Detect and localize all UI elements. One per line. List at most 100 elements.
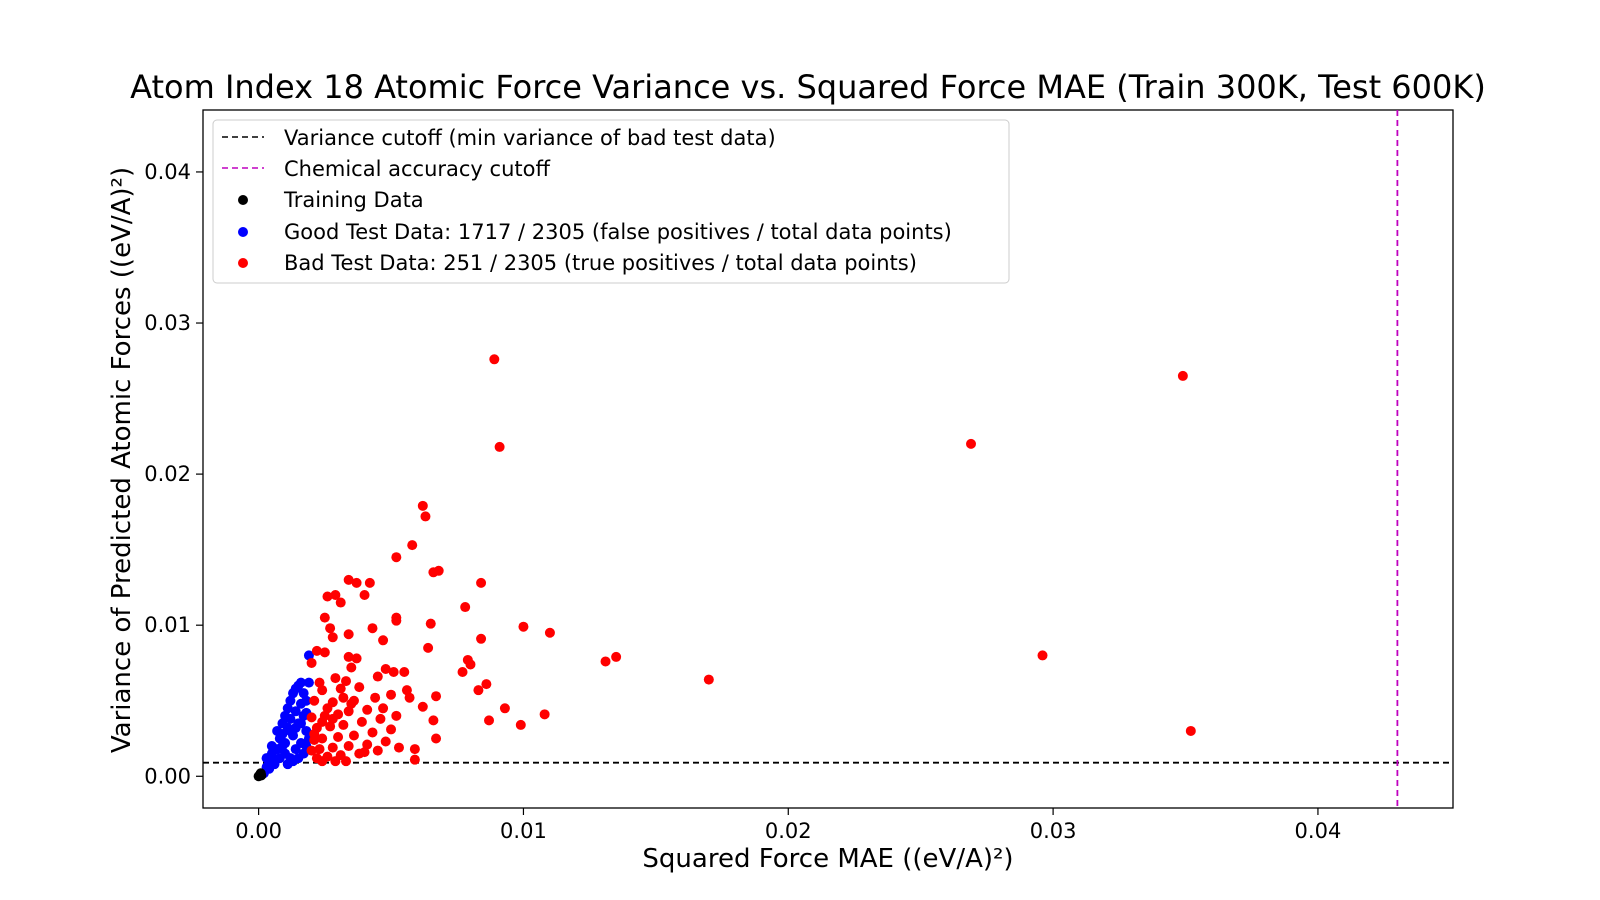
legend-label-bad-test-data: Bad Test Data: 251 / 2305 (true positive… [284,251,917,275]
bad-test-data-point [319,612,330,623]
good-test-data-point [282,703,293,714]
bad-test-data-point [309,728,320,739]
bad-test-data-point [407,540,418,551]
bad-test-data-point [322,591,333,602]
bad-test-data-point [380,736,391,747]
bad-test-data-point [391,710,402,721]
bad-test-data-point [428,567,439,578]
reference-lines [203,110,1453,808]
bad-test-data-point [420,511,431,522]
bad-test-data-point [354,682,365,693]
x-axis-ticks: 0.00 0.01 0.02 0.03 0.04 [235,808,1341,843]
bad-test-data-point [314,744,325,755]
bad-test-data-point [346,698,357,709]
bad-test-data-point [306,657,317,668]
chart-title: Atom Index 18 Atomic Force Variance vs. … [130,68,1486,106]
x-axis-label: Squared Force MAE ((eV/A)²) [642,844,1013,874]
bad-test-data-point [343,574,354,585]
bad-test-data-point [966,438,977,449]
bad-test-data-point [364,577,375,588]
good-test-data-point [298,748,309,759]
bad-test-data-point [417,701,428,712]
bad-test-data-point [401,685,412,696]
bad-test-data-point [611,651,622,662]
bad-test-data-point [325,623,336,634]
bad-test-data-point [343,706,354,717]
bad-test-data-point [338,692,349,703]
bad-test-data-point [370,692,381,703]
good-test-data-point [285,713,296,724]
bad-test-data-point [476,577,487,588]
bad-test-data-point [343,651,354,662]
bad-test-data-point [409,744,420,755]
bad-test-data-point [372,745,383,756]
bad-test-data-point [404,692,415,703]
training-data-point [255,768,266,779]
bad-test-data-point [356,716,367,727]
bad-test-data-point [386,724,397,735]
bad-test-data-point [1185,725,1196,736]
bad-test-data-point [367,727,378,738]
bad-test-data-point [311,645,322,656]
x-tick-label: 0.01 [500,819,547,843]
bad-test-data-point [317,716,328,727]
bad-test-data-point [417,500,428,511]
bad-test-data-point [378,703,389,714]
bad-test-data-point [346,662,357,673]
bad-test-data-point [309,695,320,706]
bad-test-data-point [1177,370,1188,381]
good-test-data-point [277,741,288,752]
bad-test-data-point [327,632,338,643]
bad-test-data-point [539,709,550,720]
bad-test-data-point [330,756,341,767]
bad-test-data-point [600,656,611,667]
bad-test-data-point [393,742,404,753]
good-test-data-point [285,695,296,706]
bad-test-data-point [460,602,471,613]
bad-test-data-point [473,685,484,696]
bad-test-data-point [388,667,399,678]
bad-test-data-point [317,756,328,767]
good-test-data-point [303,677,314,688]
good-test-data-point [298,688,309,699]
y-tick-label: 0.03 [144,311,191,335]
bad-test-data-point [494,441,505,452]
bad-test-data-point [362,739,373,750]
bad-test-data-point [499,703,510,714]
bad-test-data-point [375,713,386,724]
bad-test-data-point [306,745,317,756]
legend-label-training-data: Training Data [283,188,424,212]
y-tick-label: 0.01 [144,613,191,637]
bad-test-data-point [335,597,346,608]
legend-marker-good-test-data [238,227,248,237]
bad-test-data-point [333,731,344,742]
bad-test-data-point [330,589,341,600]
bad-test-data-point [341,676,352,687]
good-test-data-point [295,677,306,688]
bad-test-data-point [484,715,495,726]
y-tick-label: 0.04 [144,160,191,184]
good-test-data-point [301,695,312,706]
bad-test-data-point [351,577,362,588]
bad-test-data-point [372,671,383,682]
bad-test-data-point [317,733,328,744]
bad-test-data-point [319,647,330,658]
data-points [253,354,1196,782]
bad-test-data-point [325,721,336,732]
bad-test-data-point [359,747,370,758]
legend-marker-bad-test-data [238,258,248,268]
bad-test-data-point [515,719,526,730]
y-tick-label: 0.02 [144,462,191,486]
good-test-data-point [301,725,312,736]
x-tick-label: 0.02 [765,819,812,843]
bad-test-data-point [322,703,333,714]
x-tick-label: 0.04 [1295,819,1342,843]
bad-test-data-point [343,629,354,640]
bad-test-data-point [428,715,439,726]
bad-test-data-point [330,673,341,684]
bad-test-data-point [489,354,500,365]
bad-test-data-point [391,552,402,563]
bad-test-data-point [481,679,492,690]
bad-test-data-point [1037,650,1048,661]
